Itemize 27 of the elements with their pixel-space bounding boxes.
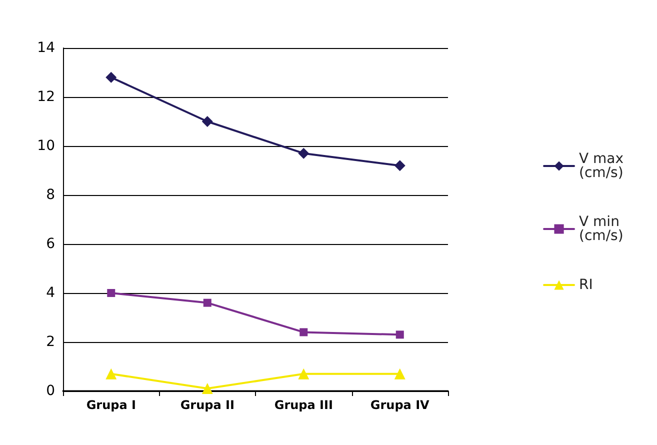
x-tick-label: Grupa III — [274, 398, 333, 412]
x-tick-label: Grupa I — [86, 398, 136, 412]
legend-label: V min (cm/s) — [579, 214, 624, 244]
point — [396, 330, 404, 339]
point — [394, 160, 406, 172]
y-tick-label: 2 — [46, 334, 55, 350]
point — [298, 368, 310, 380]
point — [106, 368, 117, 380]
x-tick-label: Grupa IV — [370, 398, 430, 412]
y-tick-label: 12 — [37, 89, 55, 105]
point — [107, 289, 116, 297]
point — [106, 72, 117, 83]
point — [394, 368, 406, 380]
point — [202, 383, 213, 394]
y-tick-label: 10 — [37, 138, 55, 154]
point — [298, 148, 310, 159]
legend-label: V max (cm/s) — [579, 151, 628, 181]
point — [300, 328, 308, 336]
x-tick-label: Grupa II — [180, 398, 234, 412]
legend-label: RI — [579, 277, 593, 293]
y-tick-label: 8 — [46, 187, 55, 203]
y-tick-label: 0 — [46, 383, 55, 399]
point — [202, 116, 213, 127]
y-tick-label: 6 — [46, 236, 56, 252]
y-tick-label: 14 — [37, 40, 56, 56]
point — [203, 298, 212, 307]
y-tick-label: 4 — [46, 285, 56, 301]
